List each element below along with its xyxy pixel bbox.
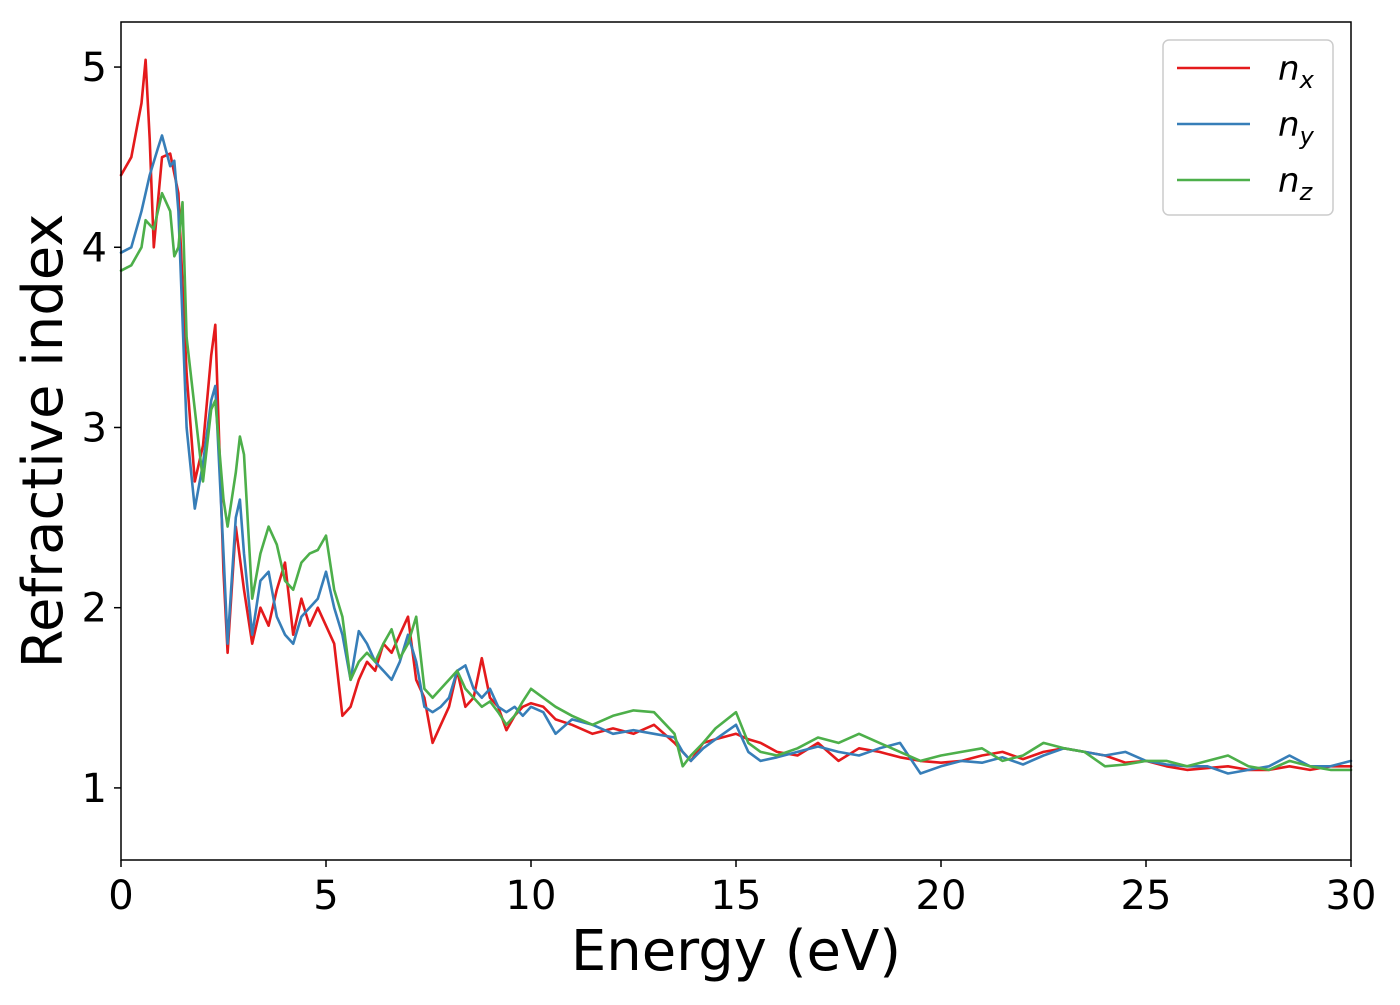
y-tick-label: 2 (82, 586, 107, 632)
legend: nx ny nz (1162, 39, 1334, 216)
x-tick-label: 0 (108, 873, 133, 919)
x-tick-label: 5 (313, 873, 338, 919)
series-line-z (119, 191, 1353, 772)
series-layer (119, 58, 1353, 775)
x-tick-label: 10 (506, 873, 557, 919)
x-tick-label: 15 (711, 873, 762, 919)
x-tick-label: 30 (1326, 873, 1377, 919)
series-line-y (119, 134, 1353, 775)
y-tick-label: 3 (82, 405, 107, 451)
x-axis-ticks: 0 5 10 15 20 25 30 (108, 860, 1376, 919)
y-axis-ticks: 1 2 3 4 5 (82, 45, 121, 812)
legend-box (1162, 39, 1334, 216)
x-tick-label: 20 (916, 873, 967, 919)
y-tick-label: 4 (82, 225, 107, 271)
legend-label-z: nz (1278, 161, 1314, 206)
y-tick-label: 5 (82, 45, 107, 91)
x-axis-title: Energy (eV) (571, 919, 901, 984)
y-tick-label: 1 (82, 766, 107, 812)
legend-label-x: nx (1278, 49, 1315, 94)
x-tick-label: 25 (1121, 873, 1172, 919)
legend-label-y: ny (1278, 105, 1315, 150)
y-axis-title: Refractive index (11, 214, 76, 669)
